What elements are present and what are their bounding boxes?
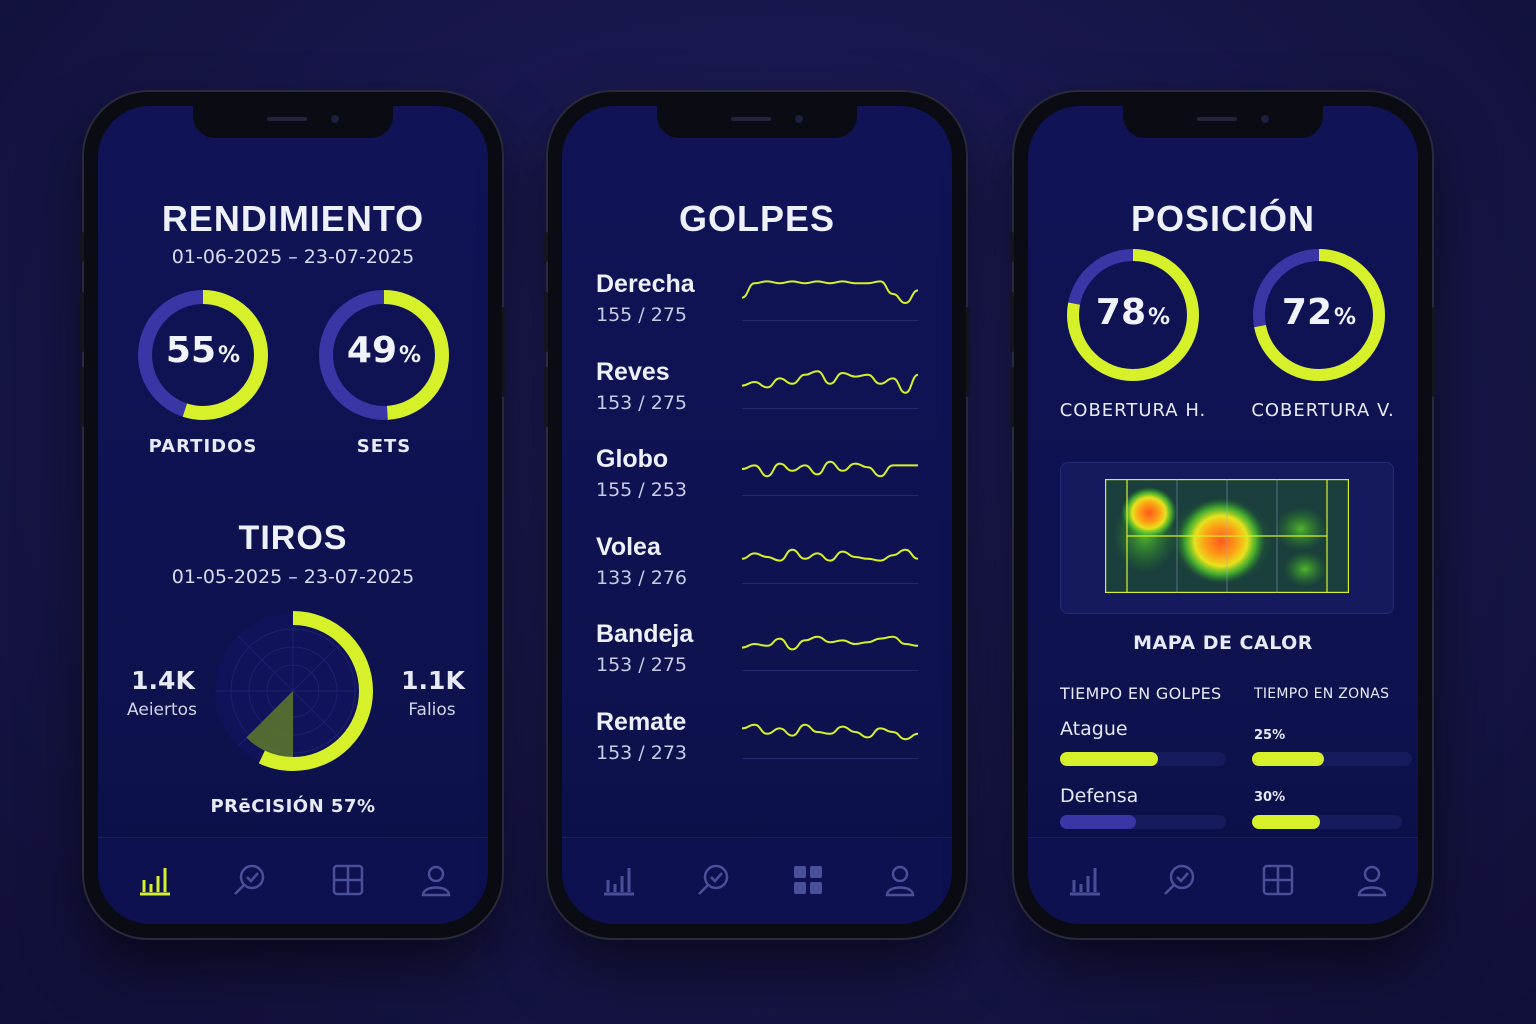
partidos-ring bbox=[138, 290, 268, 420]
stroke-row-reves[interactable]: Reves 153 / 275 bbox=[596, 358, 924, 426]
stroke-count: 155 / 253 bbox=[596, 479, 688, 501]
phone-posicion: POSICIÓN 78% COBERTURA H. 72% COBERTURA … bbox=[1010, 92, 1436, 938]
tiempo-golpes-header: TIEMPO EN GOLPES bbox=[1060, 684, 1222, 703]
search-check-icon bbox=[234, 864, 265, 895]
stroke-name: Derecha bbox=[596, 270, 695, 298]
stroke-name: Reves bbox=[596, 357, 670, 386]
date-range: 01-06-2025 – 23-07-2025 bbox=[171, 246, 415, 268]
zona-2-bar bbox=[1252, 815, 1402, 829]
heatmap-label: MAPA DE CALOR bbox=[1133, 632, 1313, 654]
sets-ring bbox=[319, 290, 449, 420]
tab-bar bbox=[98, 837, 488, 924]
tab-stats[interactable] bbox=[1066, 862, 1102, 898]
stroke-name: Globo bbox=[596, 445, 669, 473]
tab-grid[interactable] bbox=[1260, 862, 1296, 898]
zona-1-bar bbox=[1252, 752, 1412, 766]
court-heatmap bbox=[1105, 479, 1349, 593]
tab-search[interactable] bbox=[232, 862, 268, 898]
tab-search[interactable] bbox=[1162, 862, 1198, 898]
grid-icon bbox=[794, 866, 822, 894]
tiros-title: TIROS bbox=[238, 519, 348, 557]
stroke-sparkline bbox=[742, 548, 918, 562]
zona-2-label: 30% bbox=[1254, 790, 1286, 805]
phone-golpes: GOLPES Derecha 155 / 275 Reves 153 / 275 Glo… bbox=[544, 92, 970, 938]
stroke-row-volea[interactable]: Volea 133 / 276 bbox=[596, 533, 924, 601]
cobertura-v-label: COBERTURA V. bbox=[1251, 400, 1395, 421]
tab-bar bbox=[1028, 837, 1418, 924]
stroke-count: 153 / 273 bbox=[596, 741, 688, 764]
tab-grid[interactable] bbox=[790, 862, 826, 898]
tab-profile[interactable] bbox=[882, 862, 918, 898]
stroke-name: Remate bbox=[596, 707, 687, 736]
sets-value: 49% bbox=[346, 330, 422, 371]
defensa-bar bbox=[1060, 815, 1226, 829]
tab-grid[interactable] bbox=[330, 862, 366, 898]
tab-profile[interactable] bbox=[418, 862, 454, 898]
aciertos-value: 1.4K bbox=[131, 666, 195, 695]
user-icon bbox=[885, 865, 915, 897]
zona-1-label: 25% bbox=[1254, 728, 1286, 743]
bar-chart-icon bbox=[604, 868, 634, 896]
stroke-count: 133 / 276 bbox=[596, 566, 688, 589]
sets-label: SETS bbox=[356, 436, 412, 457]
aciertos-label: Aeiertos bbox=[127, 700, 197, 720]
stroke-sparkline bbox=[742, 635, 918, 651]
screen-rendimiento: RENDIMIENTO 01-06-2025 – 23-07-2025 55% … bbox=[98, 106, 488, 924]
page-title: RENDIMIENTO bbox=[161, 198, 425, 239]
cobertura-v-ring bbox=[1253, 249, 1385, 381]
stroke-count: 155 / 275 bbox=[596, 304, 688, 326]
fallos-value: 1.1K bbox=[401, 666, 465, 695]
stroke-count: 153 / 275 bbox=[596, 654, 688, 676]
grid-icon bbox=[1262, 864, 1294, 896]
partidos-label: PARTIDOS bbox=[148, 436, 258, 457]
cobertura-h-label: COBERTURA H. bbox=[1059, 400, 1207, 421]
precision-donut bbox=[213, 611, 373, 771]
precision-label: PRēCISIÓN 57% bbox=[210, 796, 376, 817]
search-check-icon bbox=[1164, 864, 1195, 895]
search-check-icon bbox=[698, 864, 729, 895]
defensa-label: Defensa bbox=[1060, 785, 1139, 807]
tiros-date-range: 01-05-2025 – 23-07-2025 bbox=[171, 566, 415, 588]
page-title: GOLPES bbox=[678, 198, 836, 239]
stroke-sparkline bbox=[742, 369, 918, 394]
stroke-sparkline bbox=[742, 460, 918, 478]
stroke-row-globo[interactable]: Globo 155 / 253 bbox=[596, 445, 924, 513]
grid-icon bbox=[332, 864, 364, 896]
atague-label: Atague bbox=[1060, 718, 1128, 740]
stroke-name: Volea bbox=[596, 532, 661, 561]
stroke-count: 153 / 275 bbox=[596, 391, 688, 414]
screen-posicion: POSICIÓN 78% COBERTURA H. 72% COBERTURA … bbox=[1028, 106, 1418, 924]
stroke-row-derecha[interactable]: Derecha 155 / 275 bbox=[596, 270, 924, 338]
cobertura-v-value: 72% bbox=[1281, 292, 1357, 333]
bar-chart-icon bbox=[140, 868, 170, 896]
user-icon bbox=[1357, 865, 1387, 897]
stroke-sparkline bbox=[742, 280, 918, 305]
cobertura-h-ring bbox=[1067, 249, 1199, 381]
tab-profile[interactable] bbox=[1354, 862, 1390, 898]
heatmap-card bbox=[1060, 462, 1394, 614]
stroke-sparkline bbox=[742, 723, 918, 740]
screen-golpes: GOLPES Derecha 155 / 275 Reves 153 / 275 Glo… bbox=[562, 106, 952, 924]
tab-search[interactable] bbox=[696, 862, 732, 898]
user-icon bbox=[421, 865, 451, 897]
stroke-name: Bandeja bbox=[596, 620, 694, 648]
stroke-row-remate[interactable]: Remate 153 / 273 bbox=[596, 708, 924, 776]
atague-bar bbox=[1060, 752, 1226, 766]
page-title: POSICIÓN bbox=[1130, 198, 1316, 239]
cobertura-h-value: 78% bbox=[1095, 292, 1171, 333]
phone-rendimiento: RENDIMIENTO 01-06-2025 – 23-07-2025 55% … bbox=[80, 92, 506, 938]
stroke-row-bandeja[interactable]: Bandeja 153 / 275 bbox=[596, 620, 924, 688]
partidos-value: 55% bbox=[165, 330, 241, 371]
tab-stats[interactable] bbox=[600, 862, 636, 898]
tiempo-zonas-header: TIEMPO EN ZONAS bbox=[1254, 686, 1390, 702]
tab-bar bbox=[562, 837, 952, 924]
tab-stats[interactable] bbox=[136, 862, 172, 898]
fallos-label: Falios bbox=[408, 700, 456, 720]
bar-chart-icon bbox=[1070, 868, 1100, 896]
